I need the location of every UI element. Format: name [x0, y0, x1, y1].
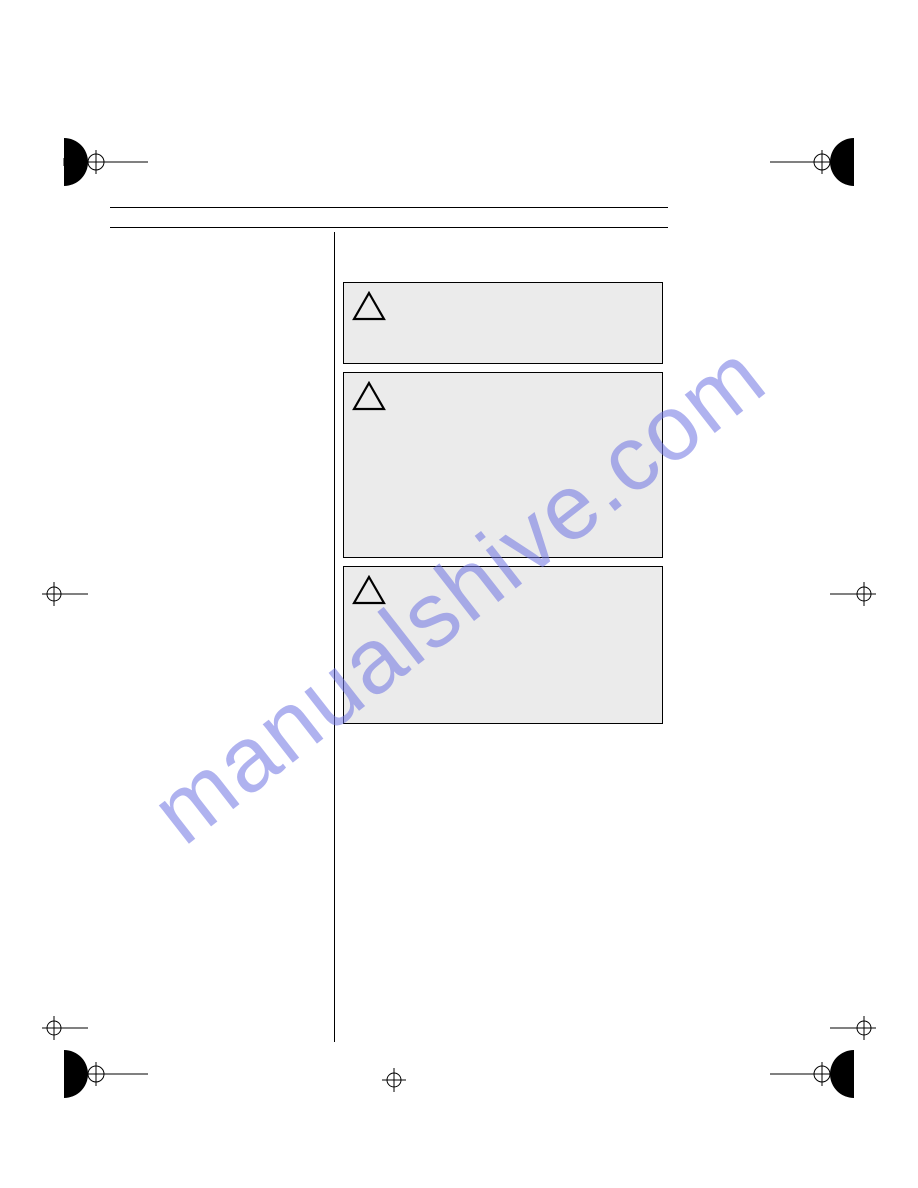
- registration-mark-bottom-right-small: [830, 1014, 878, 1042]
- registration-mark-bottom-right: [770, 1050, 878, 1098]
- registration-mark-bottom-center: [380, 1066, 408, 1094]
- registration-mark-bottom-left-small: [40, 1014, 88, 1042]
- triangle-warning-icon: [352, 575, 386, 605]
- registration-mark-mid-left: [40, 580, 88, 608]
- registration-mark-top-right: [770, 138, 878, 186]
- warning-box-1: [343, 282, 663, 364]
- warning-box-2: [343, 372, 663, 558]
- header-rule-2: [110, 227, 668, 228]
- column-divider-vertical: [334, 232, 335, 1042]
- header-rule-1: [110, 207, 668, 208]
- manual-page: manualshive.com: [0, 0, 918, 1188]
- registration-mark-top-left: [40, 138, 148, 186]
- triangle-warning-icon: [352, 381, 386, 411]
- triangle-warning-icon: [352, 291, 386, 321]
- registration-mark-bottom-left: [40, 1050, 148, 1098]
- warning-box-3: [343, 566, 663, 724]
- registration-mark-mid-right: [830, 580, 878, 608]
